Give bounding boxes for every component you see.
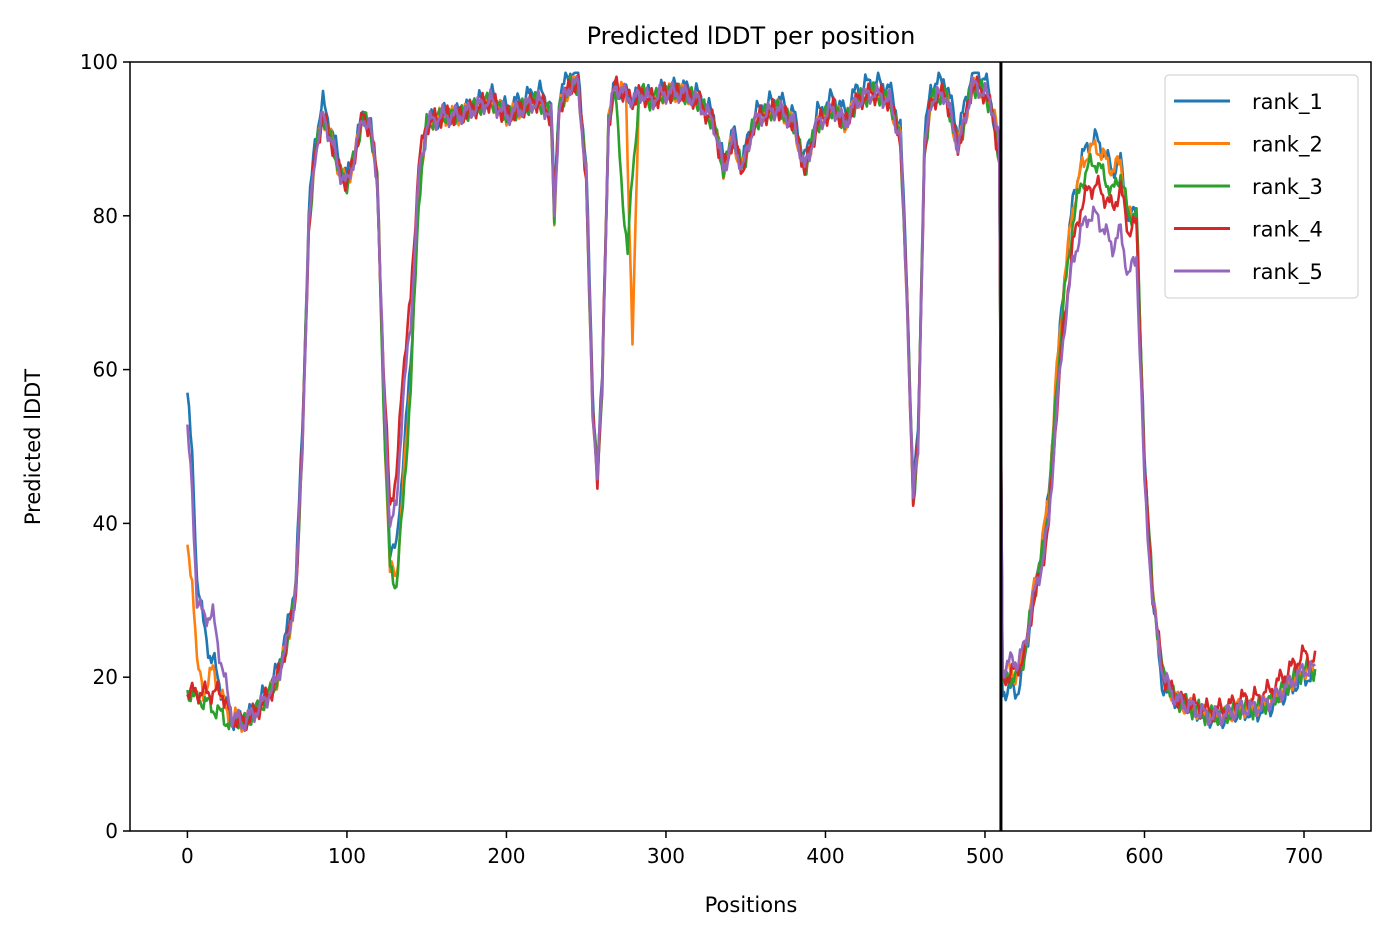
y-tick-label: 80	[93, 204, 118, 228]
x-tick-label: 700	[1285, 844, 1323, 868]
y-tick-label: 0	[105, 819, 118, 843]
legend-label: rank_1	[1252, 90, 1323, 115]
series-layer	[186, 71, 1317, 734]
legend-label: rank_4	[1252, 218, 1323, 243]
y-tick-label: 20	[93, 665, 118, 689]
legend: rank_1 rank_2 rank_3 rank_4 rank_5	[1164, 74, 1359, 299]
legend-label: rank_3	[1252, 175, 1323, 200]
y-tick-label: 40	[93, 511, 118, 535]
x-tick-label: 500	[966, 844, 1004, 868]
x-axis: 0 100 200 300 400 500 600 700	[181, 831, 1323, 868]
legend-box	[1164, 74, 1359, 299]
plot-frame	[129, 61, 1372, 832]
x-axis-label: Positions	[705, 893, 798, 917]
y-tick-label: 100	[80, 50, 118, 74]
x-tick-label: 200	[487, 844, 525, 868]
y-axis-label: Predicted lDDT	[21, 369, 45, 525]
legend-label: rank_2	[1252, 133, 1323, 158]
series-line-rank-5	[186, 75, 1316, 733]
x-tick-label: 300	[647, 844, 685, 868]
x-tick-label: 100	[328, 844, 366, 868]
x-tick-label: 400	[806, 844, 844, 868]
y-tick-label: 60	[93, 358, 118, 382]
legend-label: rank_5	[1252, 260, 1323, 285]
x-tick-label: 600	[1125, 844, 1163, 868]
y-axis: 0 20 40 60 80 100	[80, 50, 130, 843]
chart-title: Predicted lDDT per position	[587, 22, 916, 50]
x-tick-label: 0	[181, 844, 194, 868]
